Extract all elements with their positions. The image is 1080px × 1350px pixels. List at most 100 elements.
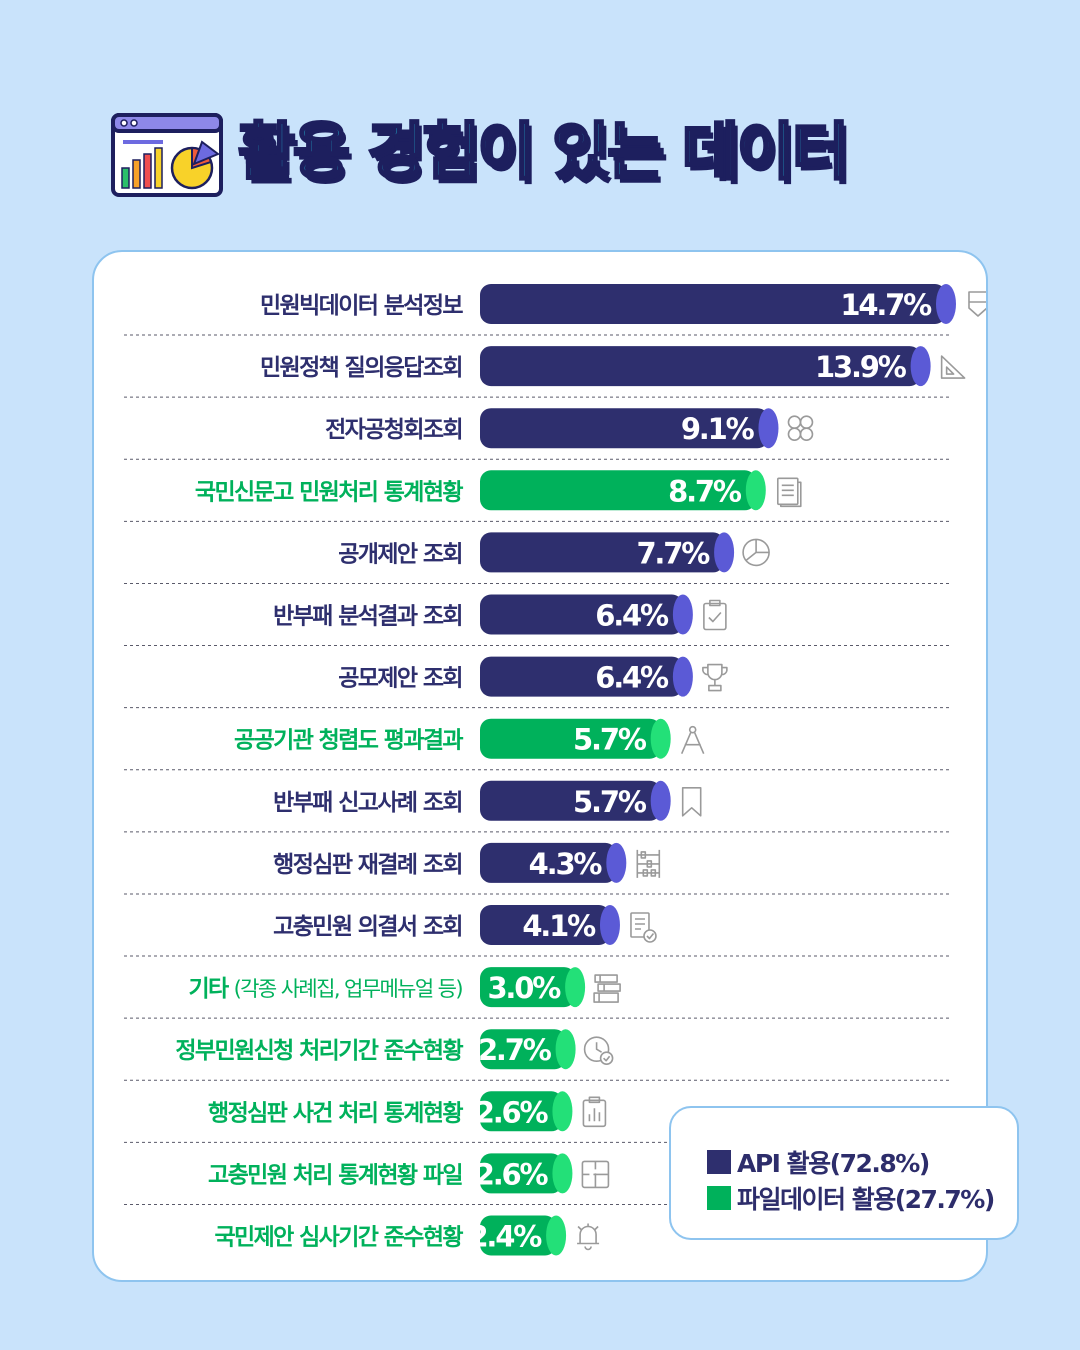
bar <box>480 905 610 945</box>
bar-cap <box>555 1029 576 1070</box>
pie-chart-icon <box>742 538 770 567</box>
bar-cap <box>714 532 735 573</box>
bar-row: 전자공청회조회 9.1% <box>124 408 952 460</box>
legend-label-file: 파일데이터 활용(27.7%) <box>737 1185 995 1214</box>
legend: API 활용(72.8%) 파일데이터 활용(27.7%) <box>669 1106 1019 1240</box>
bar <box>480 780 661 821</box>
bar-row: 정부민원신청 처리기간 준수현황 2.7% <box>124 1029 952 1081</box>
eraser-icon <box>968 291 986 317</box>
category-label: 민원빅데이터 분석정보 <box>260 293 463 319</box>
bar-cap <box>672 594 693 635</box>
category-label: 국민신문고 민원처리 통계현황 <box>195 479 464 505</box>
category-label: 반부패 분석결과 조회 <box>273 604 462 630</box>
bar-cap <box>552 1153 573 1194</box>
bar-cap <box>910 346 931 387</box>
bar <box>480 408 769 449</box>
bookmark-icon <box>681 786 702 817</box>
value-label: 6.4% <box>595 599 669 633</box>
bar-row: 공공기관 청렴도 평과결과 5.7% <box>124 718 952 771</box>
category-label: 공모제안 조회 <box>338 666 462 692</box>
puzzle-icon <box>581 1160 610 1189</box>
bar-cap <box>650 718 671 759</box>
bar-row: 기타 (각종 사례집, 업무메뉴얼 등) 3.0% <box>124 967 952 1019</box>
bar-chart: 민원빅데이터 분석정보 14.7% 민원정책 질의응답조회 13.9% 전자공청회조회 9… <box>124 284 986 1256</box>
bar-row: 고충민원 처리 통계현황 파일 2.6% <box>124 1153 952 1205</box>
legend-swatch-file <box>707 1186 731 1210</box>
value-label: 5.7% <box>573 723 647 757</box>
bar <box>480 967 576 1008</box>
bar <box>480 718 661 759</box>
category-label: 공공기관 청렴도 평과결과 <box>234 728 463 754</box>
category-label: 공개제안 조회 <box>338 541 462 567</box>
value-label: 14.7% <box>840 288 932 322</box>
value-label: 4.3% <box>529 847 603 881</box>
bar <box>480 532 725 573</box>
value-label: 7.7% <box>636 536 710 570</box>
bar <box>480 1153 563 1194</box>
legend-item-file: 파일데이터 활용(27.7%) <box>707 1180 995 1216</box>
value-label: 3.0% <box>487 971 561 1005</box>
set-square-icon <box>940 355 966 379</box>
legend-label-api: API 활용(72.8%) <box>737 1149 930 1178</box>
bar-row: 국민제안 심사기간 준수현황 2.4% <box>214 1215 600 1256</box>
bar-cap <box>758 408 779 449</box>
bar-row: 민원빅데이터 분석정보 14.7% <box>124 284 986 336</box>
legend-swatch-api <box>707 1150 731 1174</box>
bar <box>480 284 946 324</box>
category-label: 기타 (각종 사례집, 업무메뉴얼 등) <box>188 976 462 1002</box>
value-label: 2.7% <box>478 1033 552 1067</box>
page-title: 활용 경험이 있는 데이터 <box>236 114 850 190</box>
category-label: 반부패 신고사례 조회 <box>273 790 462 816</box>
bar-cap <box>606 842 627 883</box>
bar-cap <box>745 470 766 511</box>
bar-cap <box>935 284 956 324</box>
category-label: 고충민원 처리 통계현황 파일 <box>208 1162 462 1188</box>
bar <box>480 842 617 883</box>
bar-row: 반부패 신고사례 조회 5.7% <box>124 780 952 833</box>
category-label: 정부민원신청 처리기간 준수현황 <box>175 1038 463 1064</box>
bar-row: 민원정책 질의응답조회 13.9% <box>124 346 966 398</box>
compass-icon <box>680 725 705 755</box>
bar-row: 공모제안 조회 6.4% <box>124 656 952 709</box>
bar-row: 고충민원 의결서 조회 4.1% <box>124 905 952 957</box>
value-label: 2.4% <box>468 1220 542 1254</box>
value-label: 9.1% <box>681 412 755 446</box>
bar-row: 국민신문고 민원처리 통계현황 8.7% <box>124 470 952 522</box>
bar-cap <box>650 780 671 821</box>
bar <box>480 1029 566 1070</box>
clover-icon <box>787 415 814 441</box>
category-label: 행정심판 사건 처리 통계현황 <box>208 1100 463 1126</box>
value-label: 2.6% <box>475 1157 549 1191</box>
bar <box>480 656 683 697</box>
books-icon <box>593 974 621 1003</box>
value-label: 5.7% <box>573 785 647 819</box>
bar-row: 행정심판 재결례 조회 4.3% <box>124 842 952 895</box>
bar-row: 공개제안 조회 7.7% <box>124 532 952 584</box>
trophy-icon <box>702 663 728 692</box>
document-check-icon <box>630 912 657 943</box>
chart-dashboard-icon <box>111 113 223 197</box>
bar <box>480 346 921 387</box>
value-label: 8.7% <box>668 474 742 508</box>
value-label: 6.4% <box>595 661 669 695</box>
clock-check-icon <box>583 1036 614 1066</box>
bar-cap <box>552 1091 573 1132</box>
legend-item-api: API 활용(72.8%) <box>707 1144 930 1180</box>
bar <box>480 1215 557 1256</box>
bar-cap <box>565 967 586 1008</box>
bar-row: 행정심판 사건 처리 통계현황 2.6% <box>124 1091 952 1143</box>
value-label: 13.9% <box>815 350 907 384</box>
category-label: 국민제안 심사기간 준수현황 <box>214 1225 463 1251</box>
bar-cap <box>599 905 620 945</box>
bar <box>480 594 683 635</box>
bar-row: 반부패 분석결과 조회 6.4% <box>124 594 952 647</box>
category-label: 고충민원 의결서 조회 <box>273 914 462 940</box>
bar <box>480 470 756 511</box>
bar-cap <box>546 1215 567 1256</box>
abacus-icon <box>636 849 661 878</box>
value-label: 4.1% <box>522 909 596 943</box>
bar-report-icon <box>582 1096 607 1128</box>
header: 활용 경험이 있는 데이터 <box>0 100 1080 210</box>
bar-cap <box>672 656 693 697</box>
document-icon <box>776 477 802 508</box>
